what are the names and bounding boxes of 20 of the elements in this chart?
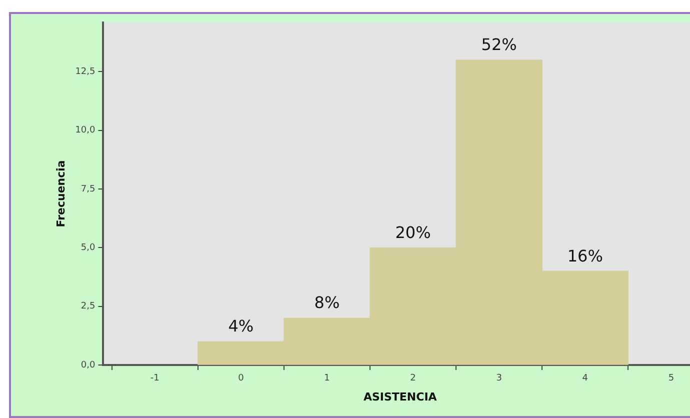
annotation: 20%	[395, 222, 431, 242]
annotation: 52%	[481, 35, 517, 54]
y-tick-label: 10,0	[75, 126, 96, 136]
x-tick-label: 5	[668, 374, 674, 384]
x-tick-label: -1	[150, 374, 160, 384]
x-tick-label: 2	[410, 374, 416, 384]
y-tick-label: 0,0	[80, 360, 96, 370]
annotation: 16%	[567, 246, 603, 266]
x-tick-label: 4	[582, 374, 588, 384]
y-axis-title: Frecuencia	[54, 160, 68, 228]
y-tick-label: 12,5	[75, 67, 96, 78]
y-tick-label: 5,0	[80, 243, 96, 254]
annotation: 4%	[228, 316, 254, 336]
x-tick-label: 3	[496, 374, 502, 384]
annotation: 8%	[314, 293, 340, 312]
x-tick-label: 0	[238, 374, 244, 384]
x-axis-title: ASISTENCIA	[363, 390, 438, 404]
x-tick-label: 1	[324, 374, 330, 384]
y-tick-label: 2,5	[80, 302, 96, 312]
y-tick-label: 7,5	[80, 184, 96, 194]
